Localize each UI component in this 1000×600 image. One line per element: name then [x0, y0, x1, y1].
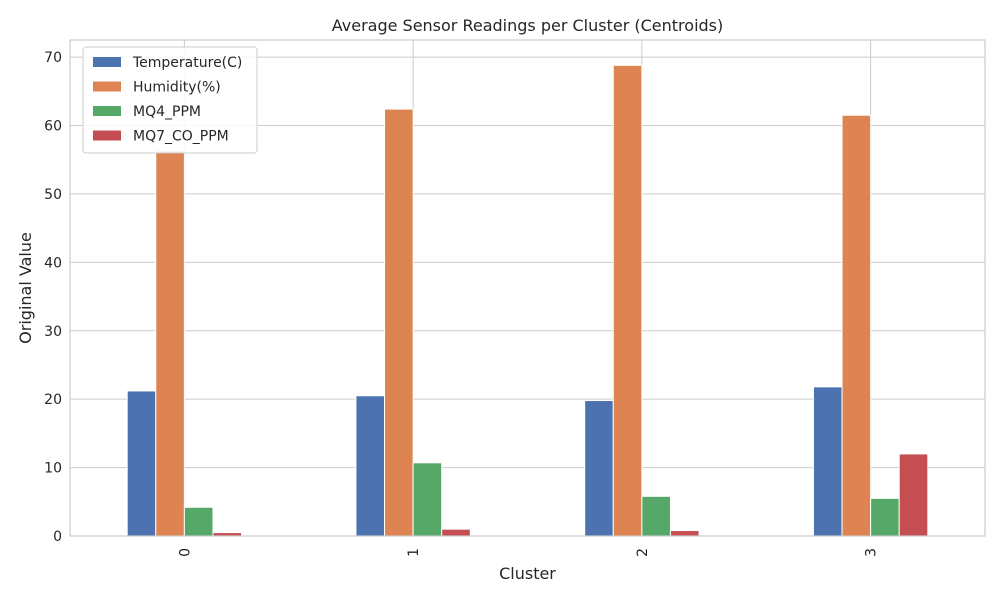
y-tick-label: 50 [44, 187, 62, 203]
y-tick-label: 40 [44, 255, 62, 271]
y-tick-label: 70 [44, 50, 62, 66]
y-axis-label: Original Value [16, 232, 35, 344]
bar [641, 495, 671, 537]
y-tick-label: 20 [44, 392, 62, 408]
x-tick-labels: 0 1 2 3 [177, 548, 879, 557]
y-tick-label: 30 [44, 324, 62, 340]
bar [870, 497, 900, 537]
bar [841, 114, 872, 537]
legend-swatch [93, 57, 121, 67]
legend-label: Humidity(%) [133, 80, 221, 96]
x-axis-label: Cluster [499, 564, 556, 583]
bar [669, 530, 700, 537]
legend-swatch [93, 81, 121, 92]
y-tick-labels: 0 10 20 30 40 50 60 70 [44, 50, 62, 545]
chart-title: Average Sensor Readings per Cluster (Cen… [332, 16, 724, 35]
bar [898, 453, 929, 537]
legend-swatch [93, 130, 121, 141]
legend-box [82, 46, 258, 154]
legend-label: MQ7_CO_PPM [133, 129, 229, 145]
bar [355, 395, 386, 537]
bars [126, 64, 929, 537]
legend-label: MQ4_PPM [133, 104, 201, 120]
y-tick-label: 0 [53, 529, 62, 545]
x-tick-label: 3 [864, 548, 880, 557]
bar [126, 390, 157, 537]
legend: Temperature(C) Humidity(%) MQ4_PPM MQ7_CO_P… [82, 46, 258, 154]
legend-label: Temperature(C) [132, 55, 242, 71]
bar [183, 506, 214, 537]
legend-swatch [93, 106, 121, 116]
bar [612, 64, 643, 537]
bar [584, 400, 614, 537]
bar [412, 462, 443, 537]
y-tick-label: 10 [44, 461, 62, 477]
x-tick-label: 0 [177, 548, 193, 557]
x-tick-label: 1 [406, 548, 422, 557]
y-tick-label: 60 [44, 119, 62, 135]
bar [812, 386, 843, 537]
plot-frame [69, 39, 986, 537]
bar [441, 528, 471, 537]
bar [155, 150, 185, 537]
bar [384, 108, 414, 537]
x-tick-label: 2 [635, 548, 651, 557]
